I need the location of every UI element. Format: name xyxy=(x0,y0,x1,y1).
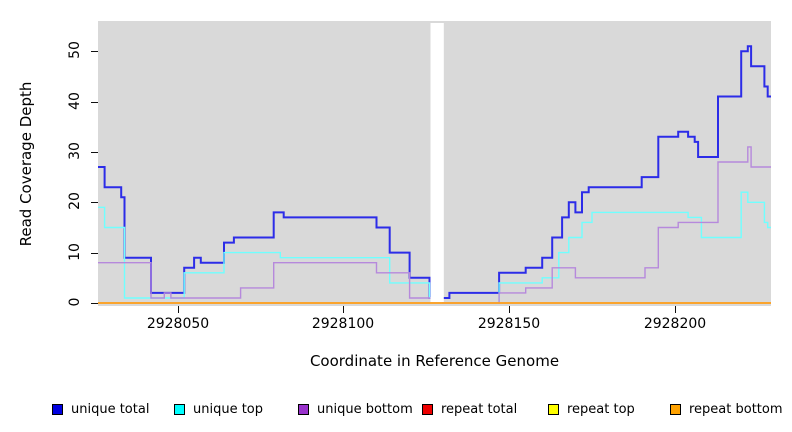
legend-item-unique-top: unique top xyxy=(174,398,263,420)
no-data-gap-mask xyxy=(430,23,444,302)
x-axis-tick xyxy=(509,306,510,313)
plot-svg xyxy=(98,23,771,304)
series-line-unique-total xyxy=(98,45,771,299)
x-tick-label: 2928100 xyxy=(311,316,375,332)
x-axis-title: Coordinate in Reference Genome xyxy=(309,352,560,370)
y-tick-label: 40 xyxy=(67,92,83,110)
series-line-unique-bottom xyxy=(98,146,771,304)
legend-swatch-unique-total xyxy=(52,403,63,415)
legend-label: repeat top xyxy=(567,401,635,417)
x-tick-label: 2928150 xyxy=(477,316,541,332)
legend-label: repeat total xyxy=(441,401,518,417)
legend-swatch-unique-bottom xyxy=(298,403,309,415)
legend-item-unique-total: unique total xyxy=(52,398,149,420)
legend-item-repeat-total: repeat total xyxy=(422,398,517,420)
plot-area xyxy=(98,21,771,306)
y-tick-label: 0 xyxy=(67,297,83,307)
y-axis-tick xyxy=(91,102,98,103)
y-tick-label: 50 xyxy=(67,41,83,59)
y-axis-tick xyxy=(91,51,98,52)
y-axis-tick xyxy=(91,152,98,153)
y-axis-tick xyxy=(91,253,98,254)
y-tick-label: 30 xyxy=(67,142,83,160)
x-axis-tick xyxy=(343,306,344,313)
y-axis-title: Read Coverage Depth xyxy=(17,81,35,247)
legend: unique total unique top unique bottom repea… xyxy=(0,398,792,422)
legend-swatch-unique-top xyxy=(174,403,185,415)
y-axis-tick xyxy=(91,202,98,203)
legend-swatch-repeat-top xyxy=(548,403,559,415)
x-tick-label: 2928050 xyxy=(146,316,210,332)
legend-swatch-repeat-total xyxy=(422,403,433,415)
legend-label: unique bottom xyxy=(317,401,413,417)
legend-swatch-repeat-bottom xyxy=(670,403,681,415)
series-line-unique-top xyxy=(98,191,771,304)
legend-item-repeat-top: repeat top xyxy=(548,398,635,420)
x-axis-tick xyxy=(178,306,179,313)
legend-label: unique total xyxy=(71,401,150,417)
legend-item-unique-bottom: unique bottom xyxy=(298,398,413,420)
y-tick-label: 10 xyxy=(67,243,83,261)
y-tick-label: 20 xyxy=(67,192,83,210)
legend-item-repeat-bottom: repeat bottom xyxy=(670,398,783,420)
legend-label: repeat bottom xyxy=(689,401,783,417)
y-axis-tick xyxy=(91,303,98,304)
x-axis-tick xyxy=(675,306,676,313)
legend-label: unique top xyxy=(193,401,264,417)
x-tick-label: 2928200 xyxy=(643,316,707,332)
